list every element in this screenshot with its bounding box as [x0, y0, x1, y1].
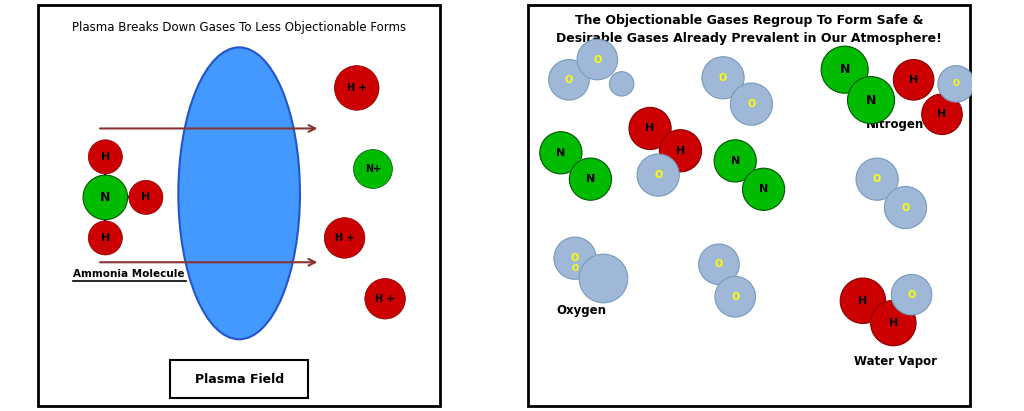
Circle shape: [569, 158, 611, 200]
Text: H +: H +: [335, 233, 354, 243]
Circle shape: [637, 154, 679, 196]
Text: Nitrogen: Nitrogen: [866, 118, 925, 131]
Text: O: O: [952, 79, 959, 88]
Circle shape: [335, 66, 379, 110]
Circle shape: [922, 94, 963, 134]
Circle shape: [88, 140, 123, 174]
Circle shape: [83, 175, 128, 220]
Text: O: O: [731, 292, 739, 302]
Circle shape: [609, 72, 634, 96]
Text: O: O: [571, 253, 580, 263]
Text: H: H: [889, 318, 898, 328]
Text: N+: N+: [365, 164, 381, 174]
Circle shape: [88, 221, 123, 255]
Circle shape: [578, 39, 617, 80]
Text: O: O: [748, 99, 756, 109]
Bar: [170, 360, 308, 398]
Circle shape: [540, 132, 582, 174]
Text: H +: H +: [375, 294, 395, 304]
Text: N: N: [100, 191, 111, 204]
Circle shape: [848, 76, 895, 124]
Text: H: H: [909, 75, 919, 85]
Circle shape: [715, 277, 756, 317]
Circle shape: [629, 107, 671, 150]
Text: N: N: [556, 148, 565, 158]
Circle shape: [365, 279, 406, 319]
Text: H: H: [645, 123, 654, 134]
Text: O: O: [719, 73, 727, 83]
Circle shape: [325, 218, 365, 258]
Text: O: O: [571, 264, 579, 273]
Text: Ammonia Molecule: Ammonia Molecule: [73, 270, 184, 279]
Text: O: O: [565, 75, 573, 85]
Text: O: O: [593, 55, 601, 65]
Text: The Objectionable Gases Regroup To Form Safe &
Desirable Gases Already Prevalent: The Objectionable Gases Regroup To Form …: [556, 14, 942, 45]
Text: N: N: [866, 94, 877, 106]
Circle shape: [129, 180, 163, 215]
Circle shape: [891, 275, 932, 315]
Circle shape: [742, 168, 784, 210]
Circle shape: [702, 57, 744, 99]
Text: Water Vapor: Water Vapor: [854, 355, 937, 368]
Circle shape: [730, 83, 772, 125]
Text: N: N: [840, 63, 850, 76]
Text: Oxygen: Oxygen: [556, 305, 606, 317]
Circle shape: [821, 46, 868, 93]
Circle shape: [841, 278, 886, 323]
Text: H: H: [858, 296, 867, 306]
Text: N: N: [759, 184, 768, 194]
Text: H: H: [937, 109, 946, 119]
Circle shape: [893, 60, 934, 100]
Text: O: O: [715, 259, 723, 269]
Text: H: H: [676, 146, 685, 156]
Text: Plasma Field: Plasma Field: [195, 372, 284, 386]
Text: N: N: [730, 156, 739, 166]
Text: H: H: [100, 152, 110, 162]
Circle shape: [353, 150, 392, 189]
Text: H +: H +: [347, 83, 367, 93]
Ellipse shape: [178, 47, 300, 339]
Circle shape: [549, 60, 589, 100]
Circle shape: [698, 244, 739, 284]
Circle shape: [659, 130, 701, 172]
Circle shape: [870, 300, 916, 346]
Circle shape: [714, 140, 757, 182]
Text: O: O: [901, 203, 909, 212]
Text: O: O: [873, 174, 882, 184]
Circle shape: [885, 187, 927, 229]
Text: O: O: [907, 290, 915, 300]
Circle shape: [856, 158, 898, 200]
Text: H: H: [141, 192, 151, 202]
Text: N: N: [586, 174, 595, 184]
Circle shape: [580, 254, 628, 303]
Text: Plasma Breaks Down Gases To Less Objectionable Forms: Plasma Breaks Down Gases To Less Objecti…: [72, 21, 407, 34]
Text: O: O: [654, 170, 663, 180]
Circle shape: [554, 237, 596, 279]
Text: H: H: [100, 233, 110, 243]
Circle shape: [938, 66, 975, 102]
